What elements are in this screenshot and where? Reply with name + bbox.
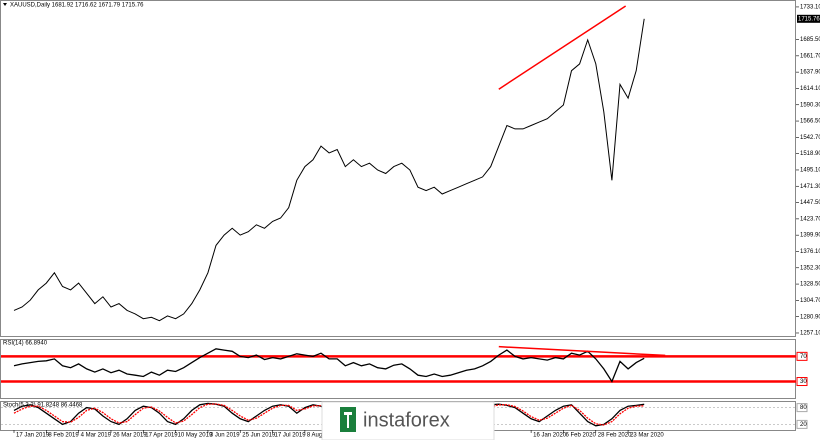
y-tick-label: 1280.90 bbox=[800, 314, 820, 320]
x-tick-label: 17 Jul 2019 bbox=[275, 433, 307, 439]
y-tick-label: 1661.70 bbox=[800, 53, 820, 59]
y-tick-label: 30 bbox=[800, 379, 807, 385]
y-tick-label: 1304.70 bbox=[800, 298, 820, 304]
y-tick-label: 1518.90 bbox=[800, 151, 820, 157]
y-tick-label: 1685.50 bbox=[800, 37, 820, 43]
x-tick-label: 26 Mar 2019 bbox=[113, 433, 147, 439]
y-tick-label: 1399.90 bbox=[800, 233, 820, 239]
x-tick-label: 3 Jun 2019 bbox=[210, 433, 240, 439]
x-tick-label: 6 Feb 2020 bbox=[565, 433, 596, 439]
watermark-logo-mark bbox=[344, 412, 352, 428]
menu-arrow bbox=[3, 3, 7, 6]
y-tick-label: 1733.10 bbox=[800, 5, 820, 11]
y-tick-label: 1471.30 bbox=[800, 184, 820, 190]
rsi-panel bbox=[0, 339, 796, 399]
y-tick-label: 1257.10 bbox=[800, 331, 820, 337]
x-tick-label: 17 Jan 2019 bbox=[16, 433, 50, 439]
y-tick-label: 1637.90 bbox=[800, 70, 820, 76]
y-tick-label: 70 bbox=[800, 354, 807, 360]
y-tick-label: 1447.50 bbox=[800, 200, 820, 206]
rsi-title: RSI(14) 66.8940 bbox=[3, 341, 48, 347]
chart-header: XAUUSD,Daily 1681.92 1716.62 1671.79 171… bbox=[10, 3, 144, 9]
y-tick-label: 1328.50 bbox=[800, 282, 820, 288]
x-tick-label: 17 Apr 2019 bbox=[145, 433, 178, 439]
y-tick-label: 1352.30 bbox=[800, 265, 820, 271]
price-panel bbox=[0, 0, 796, 337]
series-line bbox=[13, 348, 645, 383]
series-line bbox=[13, 18, 645, 322]
level-box bbox=[796, 351, 808, 361]
watermark: instaforex bbox=[321, 401, 495, 440]
y-tick-label: 1590.30 bbox=[800, 102, 820, 108]
y-tick-label: 1566.50 bbox=[800, 119, 820, 125]
y-tick-label: 1423.70 bbox=[800, 216, 820, 222]
y-tick-label: 1614.10 bbox=[800, 86, 820, 92]
x-tick-label: 10 May 2019 bbox=[178, 433, 213, 439]
x-tick-label: 23 Mar 2020 bbox=[630, 433, 664, 439]
y-tick-label: 1495.10 bbox=[800, 168, 820, 174]
level-box bbox=[796, 419, 808, 429]
y-tick-label: 1376.10 bbox=[800, 249, 820, 255]
price-box bbox=[797, 14, 820, 23]
x-tick-label: 4 Mar 2019 bbox=[81, 433, 112, 439]
current-price: 1715.76 bbox=[798, 16, 820, 22]
level-box bbox=[796, 377, 808, 387]
watermark-text: instaforex bbox=[363, 409, 450, 431]
stoch-title: Stoch(5,3,3) 91.8248 86.4468 bbox=[3, 403, 83, 409]
level-box bbox=[796, 403, 808, 413]
y-tick-label: 1542.70 bbox=[800, 135, 820, 141]
y-tick-label: 20 bbox=[800, 422, 807, 428]
trend-line bbox=[498, 5, 627, 90]
y-tick-label: 80 bbox=[800, 405, 807, 411]
x-tick-label: 8 Feb 2019 bbox=[48, 433, 79, 439]
x-tick-label: 28 Feb 2020 bbox=[598, 433, 632, 439]
trend-line bbox=[498, 345, 666, 357]
x-tick-label: 16 Jan 2020 bbox=[533, 433, 567, 439]
x-tick-label: 25 Jun 2019 bbox=[242, 433, 276, 439]
